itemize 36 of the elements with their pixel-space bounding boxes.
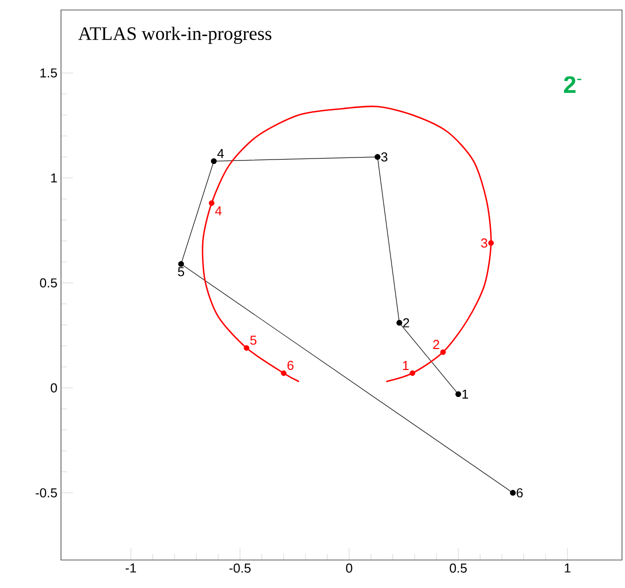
point bbox=[208, 200, 214, 206]
annotation: 5 bbox=[250, 336, 256, 345]
annotation: ATLAS work-in-progress bbox=[78, 26, 272, 44]
y-tick-label: 0 bbox=[50, 383, 57, 392]
annotation: 2 bbox=[403, 318, 410, 328]
annotation: 4 bbox=[217, 149, 224, 158]
annotation: 3 bbox=[481, 238, 488, 248]
annotation: 1 bbox=[462, 390, 468, 399]
point bbox=[455, 391, 462, 398]
point bbox=[280, 370, 286, 376]
annotation: 4 bbox=[215, 206, 222, 216]
x-tick-label: 1 bbox=[564, 564, 570, 572]
x-tick-label: -1 bbox=[126, 564, 136, 572]
y-tick-label: 1 bbox=[51, 173, 57, 182]
point bbox=[210, 158, 217, 164]
point bbox=[488, 240, 494, 246]
x-tick-label: -0.5 bbox=[229, 564, 251, 573]
annotation: 3 bbox=[381, 152, 388, 162]
annotation: 2 bbox=[433, 340, 440, 349]
point bbox=[178, 261, 184, 267]
point bbox=[510, 490, 516, 496]
annotation: 6 bbox=[288, 360, 294, 370]
point bbox=[374, 154, 380, 160]
y-tick-label: 1.5 bbox=[40, 68, 57, 78]
y-tick-label: -0.5 bbox=[36, 488, 57, 498]
annotation: 1 bbox=[403, 361, 409, 370]
point bbox=[396, 320, 402, 326]
x-tick-label: 0 bbox=[346, 564, 352, 573]
point bbox=[410, 370, 416, 376]
annotation: 6 bbox=[516, 488, 523, 498]
annotation: 2$^{-}$ bbox=[564, 76, 582, 93]
y-tick-label: 0.5 bbox=[40, 278, 57, 288]
point bbox=[244, 345, 250, 351]
annotation: 5 bbox=[178, 267, 184, 276]
x-tick-label: 0.5 bbox=[450, 564, 467, 573]
point bbox=[440, 349, 446, 355]
